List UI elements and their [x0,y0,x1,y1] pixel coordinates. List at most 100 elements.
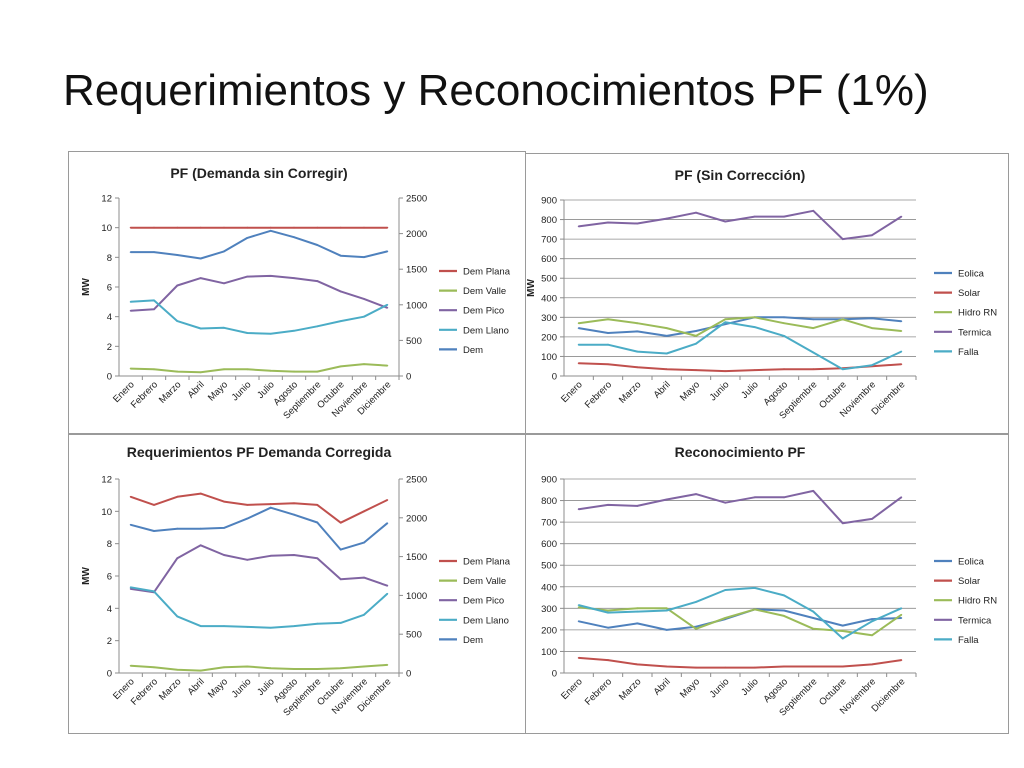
y2-tick-label: 1000 [406,300,427,311]
data-point [753,316,756,319]
series-line [130,544,388,594]
x-tick-label: Agosto [761,676,790,705]
y-tick-label: 12 [101,475,112,486]
data-point [695,627,697,630]
data-point [665,665,668,668]
data-point [636,610,639,613]
chart-svg: Reconocimiento PF 0 100 200 300 400 500 600 700 8… [541,444,997,718]
legend-label: Eolica [958,557,985,568]
data-point [665,352,668,355]
data-point [293,236,295,239]
legend-label: Termica [958,327,992,338]
y2-tick-label: 1500 [406,265,427,276]
data-point [695,211,697,214]
x-tick-label: Marzo [617,379,643,405]
data-point [223,326,225,329]
data-point [246,226,249,229]
data-point [153,503,155,506]
data-point [176,557,179,560]
data-point [812,351,815,354]
data-point [636,607,639,610]
data-point [269,503,272,505]
data-point [269,554,272,557]
data-point [363,315,365,318]
legend-label: Dem Plana [463,557,511,568]
data-point [871,663,873,666]
data-point [812,627,815,630]
y-tick-label: 400 [541,582,557,593]
data-point [695,342,697,345]
data-point [316,325,319,328]
chart-title: Reconocimiento PF [675,444,806,460]
data-point [363,256,365,258]
data-point [199,669,202,672]
data-point [577,362,580,365]
data-point [724,370,727,373]
y2-tick-label: 2000 [406,229,427,240]
data-point [246,626,249,628]
data-point [176,668,179,671]
series-line [130,363,388,374]
y2-tick-label: 0 [406,669,411,680]
data-point [841,238,844,241]
data-point [339,578,342,581]
data-point [607,609,609,612]
y-tick-label: 10 [101,507,112,518]
data-point [636,330,639,333]
data-point [900,613,903,616]
data-point [129,251,132,254]
legend-label: Falla [958,347,979,358]
data-point [636,663,639,666]
data-point [900,617,903,619]
data-point [783,665,785,668]
data-point [812,610,815,613]
series-line [578,586,902,640]
legend-label: Dem Llano [463,325,509,336]
legend-label: Dem Valle [463,576,506,587]
data-point [339,548,342,551]
data-point [129,586,132,589]
data-point [900,363,903,366]
data-point [812,209,815,212]
data-point [724,501,727,504]
data-point [246,332,249,334]
data-point [812,318,815,321]
y-tick-label: 0 [552,372,557,383]
data-point [269,667,272,670]
data-point [636,622,639,625]
series-line [578,656,902,669]
y-tick-label: 700 [541,518,557,529]
data-point [841,637,844,640]
data-point [199,371,202,374]
x-tick-label: Abril [652,676,673,697]
data-point [386,499,389,501]
legend-label: Dem Plana [463,267,511,278]
legend-label: Dem [463,345,483,356]
series-line [578,489,902,525]
x-tick-label: Julio [739,676,761,698]
legend-label: Solar [958,576,980,587]
data-point [577,225,580,228]
y-axis-title: MW [81,278,92,296]
y2-tick-label: 2500 [406,475,427,486]
data-point [665,368,668,371]
data-point [269,226,272,229]
data-point [753,608,756,611]
data-point [636,505,639,507]
x-tick-label: Marzo [157,379,183,405]
data-point [665,607,668,610]
data-point [129,300,132,303]
data-point [339,521,342,524]
data-point [269,626,272,629]
data-point [577,604,580,606]
y-tick-label: 0 [107,669,112,680]
legend-label: Dem Pico [463,596,504,607]
data-point [607,343,609,346]
data-point [695,600,697,603]
data-point [386,303,389,306]
data-point [316,521,319,524]
data-point [636,222,639,225]
data-point [269,229,272,232]
data-point [316,280,319,282]
y-tick-label: 4 [107,312,112,323]
